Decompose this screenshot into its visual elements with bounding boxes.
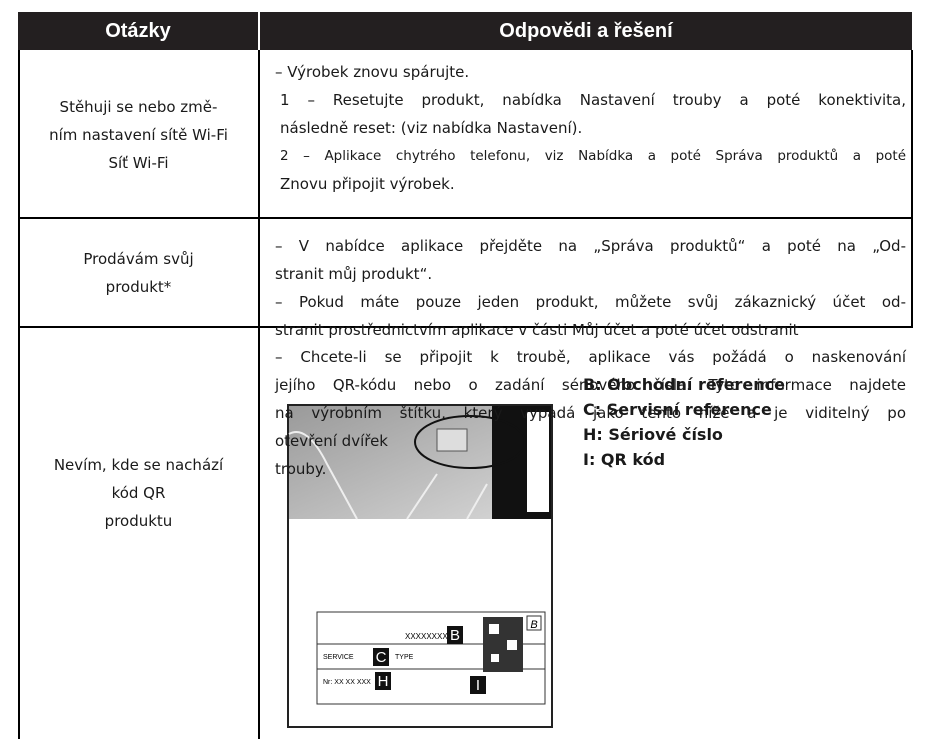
plate-label: H [378, 673, 389, 690]
answer-cell: – Výrobek znovu spárujte. 1 – Resetujte p… [275, 58, 906, 198]
answer-line: jejího QR-kódu nebo o zadání sériového č… [275, 376, 906, 394]
plate-label: I [476, 677, 480, 694]
answer-paragraph: 1 – Resetujte produkt, nabídka Nastavení… [275, 86, 906, 142]
answer-paragraph: – V nabídce aplikace přejděte na „Správa… [275, 232, 906, 288]
legend-item: H: Sériové číslo [583, 425, 723, 444]
answer-cell: – Chcete-li se připojit k troubě, aplika… [275, 343, 906, 483]
question-cell: Prodávám svůj produkt* [19, 219, 258, 326]
question-cell: Nevím, kde se nachází kód QR produktu [19, 328, 258, 658]
answer-paragraph: – Pokud máte pouze jeden produkt, můžete… [275, 288, 906, 344]
answer-line: – Výrobek znovu spárujte. [275, 63, 470, 81]
question-line: Prodávám svůj [83, 249, 194, 268]
answer-cell: – V nabídce aplikace přejděte na „Správa… [275, 232, 906, 344]
legend-item: B: Obchodní reference [583, 375, 786, 394]
legend-item: C: Servisní reference [583, 400, 772, 419]
border [911, 50, 913, 328]
border [18, 50, 20, 739]
plate-text: Nr: XX XX XXX [323, 679, 371, 686]
question-line: kód QR [111, 484, 166, 502]
header-questions: Otázky [18, 12, 258, 50]
question-line: produkt* [105, 277, 172, 296]
plate-label: B [450, 627, 460, 644]
answer-paragraph: – Chcete-li se připojit k troubě, aplika… [275, 343, 906, 455]
plate-label: C [376, 649, 387, 666]
answer-line: 2 – Aplikace chytrého telefonu, viz Nabí… [280, 148, 906, 164]
answer-line: otevření dvířek [275, 432, 388, 450]
answer-line: následně reset: (viz nabídka Nastavení). [280, 119, 583, 137]
answer-line: 1 – Resetujte produkt, nabídka Nastavení… [280, 91, 906, 109]
answer-line: na výrobním štítku, který vypadá jako te… [275, 404, 906, 422]
border [18, 217, 913, 219]
border [258, 50, 260, 739]
question-line: Stěhuji se nebo změ- [59, 97, 218, 116]
answer-line: – V nabídce aplikace přejděte na „Správa… [275, 237, 906, 255]
plate-text: SERVICE [323, 654, 354, 661]
answer-paragraph: trouby. [275, 455, 906, 483]
legend-item: I: QR kód [583, 450, 666, 469]
rating-plate-illustration: XXXXXXXX B SERVICE C TYPE Nr: XX XX XXX … [287, 404, 553, 728]
question-line: ním nastavení sítě Wi-Fi [49, 125, 228, 144]
legend: B: Obchodní reference C: Servisní referen… [583, 372, 785, 472]
plate-label: B [530, 619, 537, 631]
answer-line: Znovu připojit výrobek. [280, 175, 455, 193]
question-line: produktu [104, 512, 173, 530]
question-line: Síť Wi-Fi [108, 153, 169, 172]
question-cell: Stěhuji se nebo změ-ním nastavení sítě W… [19, 52, 258, 217]
answer-line: stranit prostřednictvím aplikace v části… [275, 321, 799, 339]
answer-line: stranit můj produkt“. [275, 265, 433, 283]
plate-text: XXXXXXXX [405, 632, 448, 641]
answer-line: trouby. [275, 460, 327, 478]
header-answers: Odpovědi a řešení [260, 12, 912, 50]
answer-line: – Chcete-li se připojit k troubě, aplika… [275, 348, 906, 366]
question-line: Nevím, kde se nachází [53, 456, 224, 474]
answer-line: – Pokud máte pouze jeden produkt, můžete… [275, 293, 906, 311]
border [18, 326, 913, 328]
plate-text: TYPE [395, 654, 414, 661]
answer-paragraph: – Výrobek znovu spárujte. [275, 58, 906, 86]
answer-paragraph: 2 – Aplikace chytrého telefonu, viz Nabí… [275, 142, 906, 198]
